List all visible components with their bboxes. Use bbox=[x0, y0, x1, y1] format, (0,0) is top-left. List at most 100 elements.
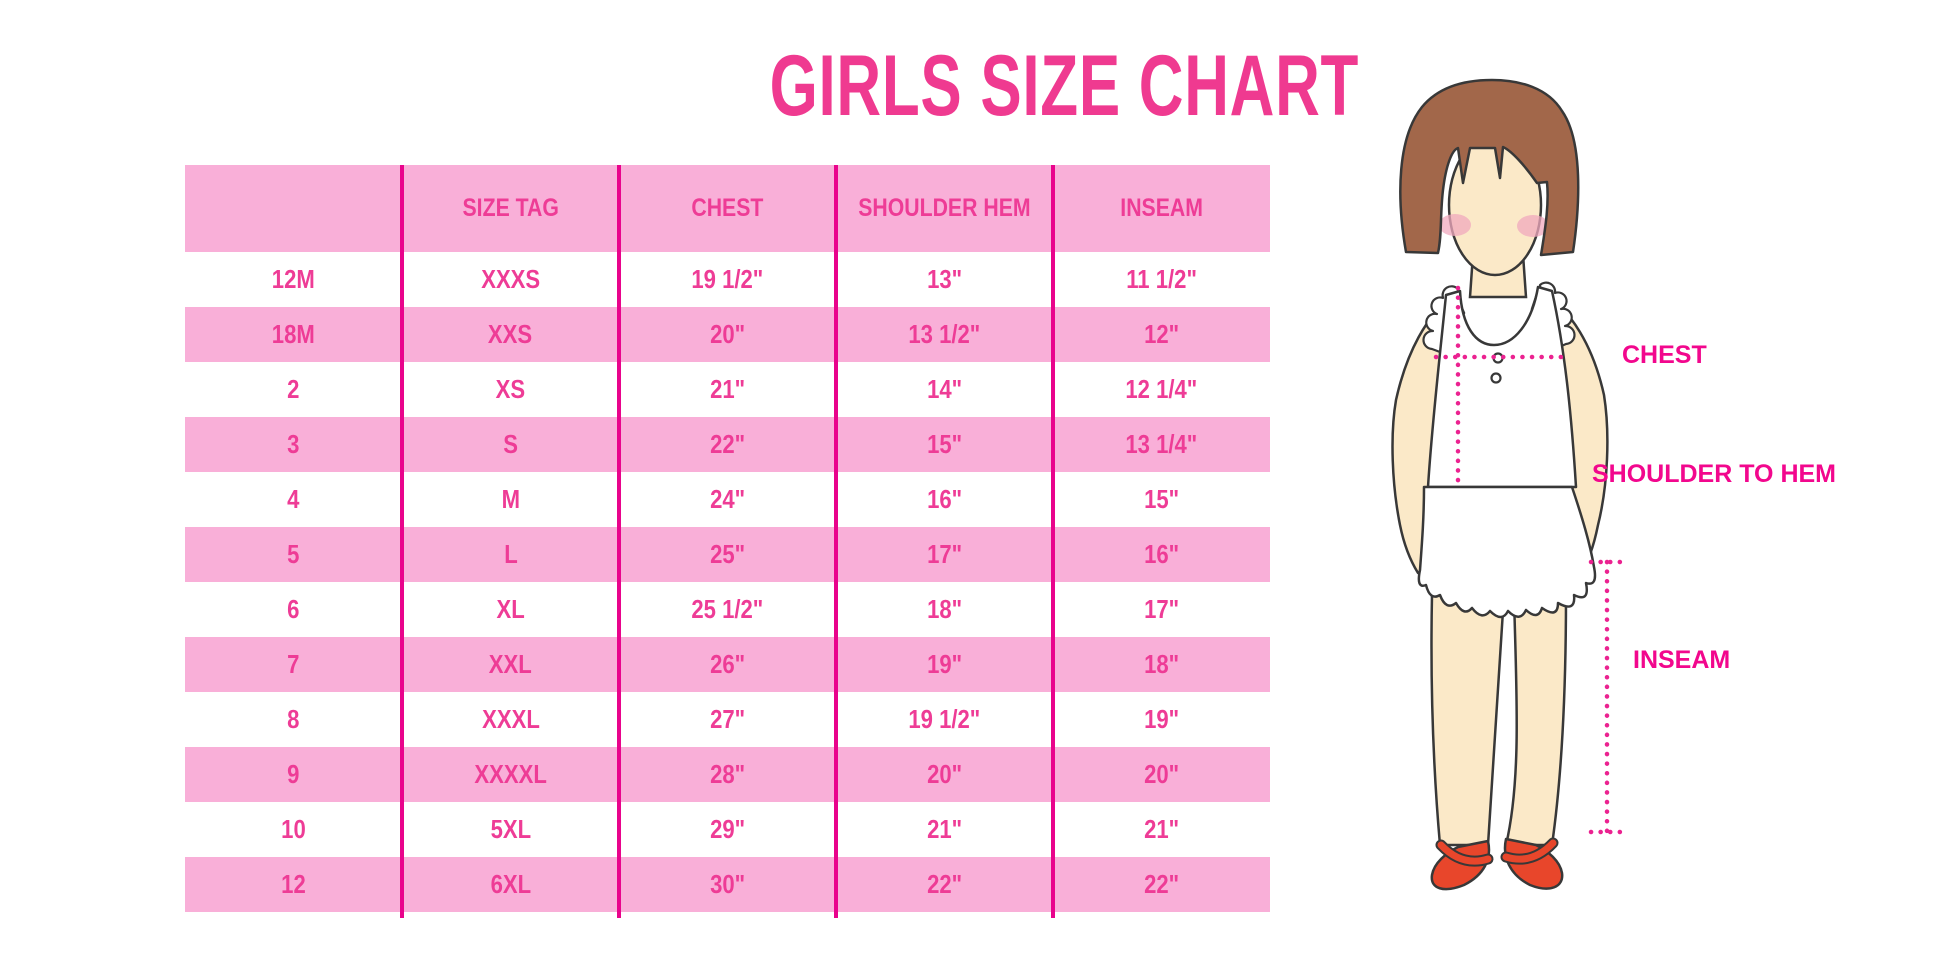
table-cell: 19" bbox=[926, 649, 963, 679]
button-bottom bbox=[1490, 372, 1502, 384]
table-cell: 18" bbox=[1143, 649, 1180, 679]
table-cell: 7 bbox=[287, 649, 300, 679]
table-row: 12M XXXS 19 1/2" 13" 11 1/2" bbox=[185, 252, 1270, 307]
girl-figure-illustration bbox=[1391, 78, 1628, 891]
table-cell: 4 bbox=[287, 484, 300, 514]
table-cell: 18" bbox=[926, 594, 963, 624]
table-row: 4 M 24" 16" 15" bbox=[185, 472, 1270, 527]
table-cell: 19 1/2" bbox=[908, 704, 981, 734]
table-cell: 22" bbox=[926, 869, 963, 899]
table-cell: 3 bbox=[287, 429, 300, 459]
right-cheek bbox=[1517, 215, 1549, 237]
table-cell: 26" bbox=[709, 649, 746, 679]
table-cell: 19 1/2" bbox=[691, 264, 764, 294]
table-cell: 20" bbox=[926, 759, 963, 789]
table-cell: 27" bbox=[709, 704, 746, 734]
table-header-row: SIZE TAG CHEST SHOULDER HEM INSEAM bbox=[185, 165, 1270, 252]
table-cell: 22" bbox=[709, 429, 746, 459]
table-cell: XXS bbox=[488, 319, 533, 349]
table-cell: 25" bbox=[709, 539, 746, 569]
table-cell: 22" bbox=[1143, 869, 1180, 899]
table-divider-1 bbox=[400, 165, 404, 918]
right-shoe bbox=[1503, 837, 1564, 890]
table-cell: 28" bbox=[709, 759, 746, 789]
table-divider-3 bbox=[834, 165, 838, 918]
table-row: 9 XXXXL 28" 20" 20" bbox=[185, 747, 1270, 802]
left-leg bbox=[1430, 593, 1506, 847]
table-cell: M bbox=[501, 484, 520, 514]
page-title-text: GIRLS SIZE CHART bbox=[769, 38, 1360, 134]
column-header-cell: CHEST bbox=[691, 194, 764, 222]
table-cell: 15" bbox=[926, 429, 963, 459]
table-cell: 15" bbox=[1143, 484, 1180, 514]
table-cell: XXXXL bbox=[474, 759, 547, 789]
inseam-label: INSEAM bbox=[1633, 646, 1731, 674]
table-cell: 9 bbox=[287, 759, 300, 789]
table-cell: XXXL bbox=[481, 704, 540, 734]
table-row: 12 6XL 30" 22" 22" bbox=[185, 857, 1270, 912]
table-cell: 14" bbox=[926, 374, 963, 404]
table-divider-2 bbox=[617, 165, 621, 918]
table-row: 3 S 22" 15" 13 1/4" bbox=[185, 417, 1270, 472]
table-cell: 21" bbox=[926, 814, 963, 844]
table-cell: 17" bbox=[1143, 594, 1180, 624]
page-title: GIRLS SIZE CHART bbox=[655, 36, 1359, 136]
table-row: 10 5XL 29" 21" 21" bbox=[185, 802, 1270, 857]
table-cell: 11 1/2" bbox=[1126, 264, 1197, 294]
table-cell: L bbox=[503, 539, 518, 569]
table-divider-4 bbox=[1051, 165, 1055, 918]
table-row: 18M XXS 20" 13 1/2" 12" bbox=[185, 307, 1270, 362]
chest-label: CHEST bbox=[1622, 341, 1707, 369]
table-cell: 2 bbox=[287, 374, 300, 404]
left-shoe bbox=[1430, 839, 1491, 891]
table-cell: 13 1/2" bbox=[908, 319, 981, 349]
table-cell: XXL bbox=[488, 649, 532, 679]
table-cell: 6 bbox=[287, 594, 300, 624]
table-cell: 12M bbox=[271, 264, 315, 294]
size-table: SIZE TAG CHEST SHOULDER HEM INSEAM 12M XXXS 19… bbox=[185, 165, 1270, 918]
table-cell: XL bbox=[496, 594, 525, 624]
table-cell: 8 bbox=[287, 704, 300, 734]
left-shoe-strap bbox=[1437, 841, 1492, 865]
table-cell: 29" bbox=[709, 814, 746, 844]
table-row: 5 L 25" 17" 16" bbox=[185, 527, 1270, 582]
table-cell: 6XL bbox=[490, 869, 531, 899]
shoulder-to-hem-label: SHOULDER TO HEM bbox=[1592, 460, 1836, 488]
table-cell: S bbox=[503, 429, 518, 459]
table-cell: 21" bbox=[709, 374, 746, 404]
table-cell: 12 bbox=[281, 869, 306, 899]
right-leg bbox=[1504, 593, 1568, 847]
right-shoe-strap bbox=[1502, 839, 1557, 863]
table-row: 6 XL 25 1/2" 18" 17" bbox=[185, 582, 1270, 637]
bodice-top bbox=[1426, 285, 1578, 489]
table-cell: 17" bbox=[926, 539, 963, 569]
table-cell: XS bbox=[495, 374, 526, 404]
column-header-cell: SIZE TAG bbox=[462, 194, 559, 222]
table-cell: 13" bbox=[926, 264, 963, 294]
table-cell: 20" bbox=[709, 319, 746, 349]
table-cell: 5XL bbox=[490, 814, 531, 844]
table-cell: 19" bbox=[1143, 704, 1180, 734]
ruffled-skirt bbox=[1417, 485, 1597, 619]
table-cell: 30" bbox=[709, 869, 746, 899]
column-header-cell bbox=[185, 165, 402, 252]
left-cheek bbox=[1439, 214, 1471, 236]
table-cell: 12" bbox=[1143, 319, 1180, 349]
table-cell: 5 bbox=[287, 539, 300, 569]
table-cell: 10 bbox=[281, 814, 306, 844]
table-cell: 18M bbox=[271, 319, 315, 349]
column-header-cell: SHOULDER HEM bbox=[858, 194, 1031, 222]
table-cell: 16" bbox=[1143, 539, 1180, 569]
table-cell: 12 1/4" bbox=[1125, 374, 1198, 404]
hair bbox=[1399, 78, 1580, 257]
table-cell: XXXS bbox=[481, 264, 540, 294]
table-cell: 20" bbox=[1143, 759, 1180, 789]
table-row: 8 XXXL 27" 19 1/2" 19" bbox=[185, 692, 1270, 747]
table-row: 2 XS 21" 14" 12 1/4" bbox=[185, 362, 1270, 417]
table-cell: 21" bbox=[1143, 814, 1180, 844]
table-cell: 13 1/4" bbox=[1125, 429, 1198, 459]
table-row: 7 XXL 26" 19" 18" bbox=[185, 637, 1270, 692]
column-header-cell: INSEAM bbox=[1120, 194, 1203, 222]
table-cell: 16" bbox=[926, 484, 963, 514]
